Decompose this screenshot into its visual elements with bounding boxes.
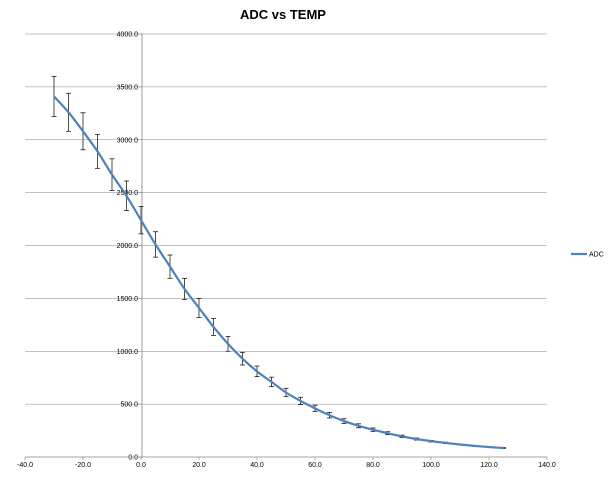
y-tick-label: 500.0 bbox=[120, 402, 138, 409]
y-tick-label: 1500.0 bbox=[117, 296, 139, 303]
x-tick-label: 140.0 bbox=[538, 462, 556, 469]
x-tick-label: 80.0 bbox=[366, 462, 380, 469]
x-tick-label: -40.0 bbox=[17, 462, 33, 469]
y-tick-label: 3000.0 bbox=[117, 137, 139, 144]
x-tick-label: 60.0 bbox=[308, 462, 322, 469]
y-tick-label: 0.0 bbox=[128, 455, 138, 462]
y-tick-label: 4000.0 bbox=[117, 32, 139, 39]
y-tick-label: 2500.0 bbox=[117, 190, 139, 197]
x-tick-label: -20.0 bbox=[75, 462, 91, 469]
chart-title: ADC vs TEMP bbox=[240, 7, 326, 22]
y-tick-label: 1000.0 bbox=[117, 349, 139, 356]
x-tick-label: 120.0 bbox=[480, 462, 498, 469]
legend: ADC bbox=[571, 252, 604, 259]
series-lines bbox=[53, 95, 504, 450]
y-tick-label: 2000.0 bbox=[117, 243, 139, 250]
axes: 0.0 500.0 1000.0 1500.0 2000.0 2500.0 3000.0 35… bbox=[17, 32, 556, 470]
series-line-adc bbox=[53, 95, 504, 450]
x-tick-label: 0.0 bbox=[136, 462, 146, 469]
x-tick-label: 20.0 bbox=[192, 462, 206, 469]
error-bars bbox=[51, 75, 506, 449]
y-tick-label: 3500.0 bbox=[117, 84, 139, 91]
gridlines bbox=[25, 33, 547, 405]
legend-label: ADC bbox=[589, 252, 604, 259]
x-tick-label: 100.0 bbox=[422, 462, 440, 469]
x-tick-label: 40.0 bbox=[250, 462, 264, 469]
